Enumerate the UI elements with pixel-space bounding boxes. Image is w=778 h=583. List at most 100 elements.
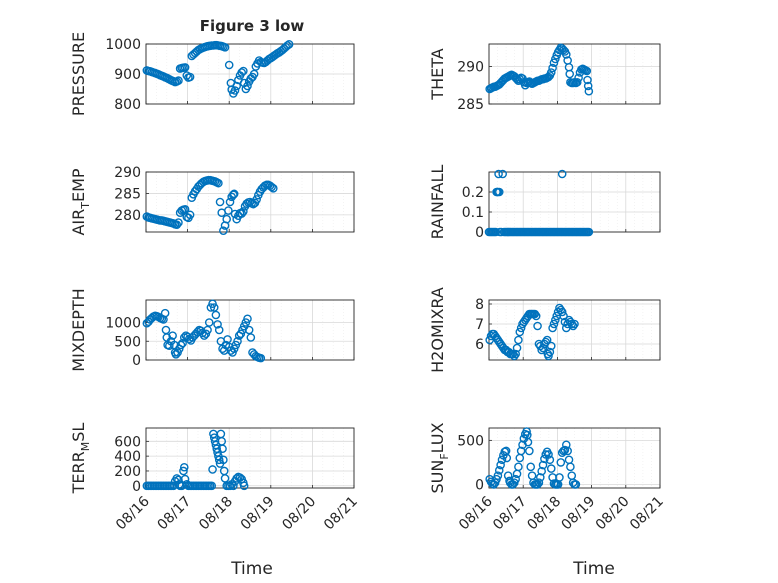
y-tick-label: 600 (114, 434, 141, 450)
y-tick-label: 0 (132, 479, 141, 495)
data-point (546, 68, 556, 77)
y-tick-label: 0.1 (462, 205, 484, 221)
y-axis-label-subscript: T (79, 202, 92, 210)
y-tick-label: 800 (114, 97, 141, 113)
data-point (546, 341, 556, 351)
data-point (185, 210, 195, 220)
data-point (172, 220, 182, 230)
data-point (548, 323, 557, 333)
data-point (496, 460, 505, 470)
y-axis-label: AIRTEMP (69, 168, 92, 235)
data-point (510, 351, 519, 361)
data-point (207, 481, 217, 491)
data-point (516, 446, 526, 456)
data-point (204, 318, 214, 327)
data-point (178, 338, 187, 348)
data-point (561, 50, 571, 59)
data-point (225, 481, 235, 491)
chart-title: Figure 3 low (200, 17, 305, 35)
data-point (229, 481, 238, 491)
data-point (512, 74, 522, 84)
data-point (268, 183, 278, 193)
data-point (551, 315, 560, 325)
x-axis-label-right: Time (572, 559, 615, 579)
y-tick-label: 1000 (105, 316, 141, 332)
data-point (215, 197, 225, 207)
y-tick-label: 7 (475, 317, 484, 333)
data-point (179, 466, 188, 476)
data-point (497, 455, 507, 465)
data-point (567, 319, 577, 329)
data-point (222, 214, 232, 224)
data-point (538, 460, 548, 470)
data-point (164, 341, 174, 351)
data-point (213, 320, 222, 329)
data-point (544, 72, 553, 82)
y-tick-label: 0 (475, 225, 484, 241)
data-point (565, 69, 575, 79)
data-point (584, 86, 594, 96)
axes-box (145, 299, 355, 361)
data-point (514, 462, 523, 472)
data-point (211, 310, 221, 320)
data-point (246, 333, 256, 342)
y-axis-label: TERRMSL (69, 423, 92, 495)
data-point (284, 40, 294, 49)
data-point (570, 319, 579, 329)
data-point (237, 209, 246, 218)
data-point (494, 169, 503, 179)
data-point (180, 474, 190, 484)
data-point (491, 227, 501, 237)
y-tick-label: 8 (475, 297, 484, 313)
data-point (523, 437, 533, 447)
y-axis-label: RAINFALL (428, 165, 447, 240)
y-axis-label: THETA (428, 48, 447, 100)
y-tick-label: 0 (475, 477, 484, 493)
data-point (232, 474, 241, 483)
data-point (544, 450, 553, 459)
data-point (267, 182, 276, 192)
y-tick-label: 285 (114, 186, 141, 202)
data-point (530, 309, 540, 319)
data-point (230, 86, 240, 95)
data-point (225, 197, 235, 207)
y-axis-label: H2OMIXRA (428, 287, 447, 373)
data-point (243, 81, 252, 91)
data-point (541, 337, 551, 347)
subplot-6: 6 7 8 H2OMIXRA (428, 287, 661, 373)
y-axis-label-main: SUN (428, 460, 447, 494)
axes-box (145, 427, 355, 489)
y-axis-label-rest: EMP (69, 168, 88, 202)
data-point (533, 480, 542, 489)
data-point (568, 321, 578, 331)
y-tick-label: 280 (114, 208, 141, 224)
data-point (563, 446, 572, 456)
data-point (237, 68, 246, 77)
y-tick-label: 400 (114, 449, 141, 465)
data-point (525, 446, 534, 456)
y-tick-label: 500 (457, 433, 484, 449)
data-point (502, 453, 512, 463)
data-point (571, 480, 581, 489)
data-point (176, 340, 186, 350)
data-point (545, 455, 555, 465)
data-point (574, 73, 583, 83)
data-point (557, 307, 567, 317)
axes-box (145, 171, 355, 233)
data-point (220, 43, 230, 52)
data-point (185, 72, 195, 82)
data-point (243, 314, 252, 324)
data-point (556, 458, 566, 467)
data-point (582, 66, 592, 76)
data-point (514, 335, 523, 345)
data-point (545, 347, 555, 357)
y-axis-label-subscript: M (79, 442, 92, 452)
data-point (537, 466, 546, 476)
data-point (498, 169, 507, 179)
data-point (219, 226, 228, 236)
data-point (511, 349, 520, 359)
subplot-1: 800 900 1000 PRESSURE (69, 32, 355, 116)
data-point (559, 311, 568, 321)
y-axis-label-subscript: F (438, 453, 451, 459)
